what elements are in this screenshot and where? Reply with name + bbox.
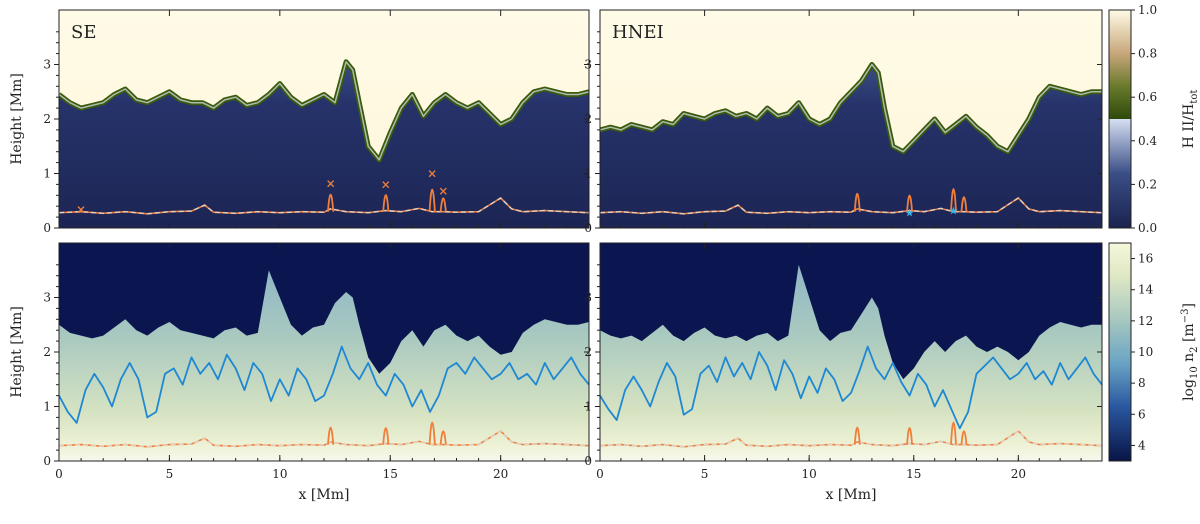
y-tick-label: 3 — [43, 58, 51, 72]
x-tick-label: 15 — [383, 467, 398, 481]
spike-4 — [439, 430, 447, 445]
colorbar-2: 4 6 8 10 12 14 16 log10 n2 [m−3] — [1108, 242, 1200, 462]
y-tick-label: 1 — [584, 400, 592, 414]
y-tick-label: 0 — [584, 221, 592, 235]
y-axis-title: Height [Mm] — [9, 73, 25, 165]
y-tick-label: 3 — [584, 58, 592, 72]
x-tick-label: 0 — [55, 467, 63, 481]
colorbar-gradient — [1108, 242, 1132, 462]
colorbar-tick-label: 0.0 — [1138, 221, 1157, 235]
colorbar-tick-label: 14 — [1138, 283, 1154, 297]
spike-3 — [950, 421, 957, 445]
colorbar-tick-label: 0.6 — [1138, 90, 1157, 104]
colorbar-label: log10 n2 [m−3] — [1180, 303, 1200, 401]
colorbar-tick-label: 0.4 — [1138, 134, 1157, 148]
y-tick-label: 0 — [43, 221, 51, 235]
spike-3 — [428, 188, 436, 212]
spike-1 — [327, 193, 335, 212]
x-axis-title: x [Mm] — [826, 487, 877, 503]
star-marker-1: ★ — [905, 207, 915, 220]
x-marker-1: × — [76, 202, 86, 216]
colorbar-tick-label: 0.2 — [1138, 177, 1157, 191]
panel-label: SE — [71, 22, 96, 43]
x-marker-2: × — [326, 176, 336, 190]
spike-2 — [906, 427, 913, 445]
x-marker-3: × — [381, 177, 391, 191]
colorbar-tick-label: 8 — [1138, 376, 1146, 390]
x-tick-label: 20 — [493, 467, 508, 481]
y-tick-label: 0 — [584, 454, 592, 468]
x-tick-label: 5 — [166, 467, 174, 481]
colorbar-tick-label: 4 — [1138, 438, 1146, 452]
x-tick-label: 5 — [701, 467, 709, 481]
spike-2 — [906, 194, 913, 212]
spike-4 — [960, 430, 968, 445]
y-tick-label: 2 — [43, 345, 51, 359]
colorbar-tick-label: 10 — [1138, 345, 1153, 359]
panel-field — [600, 243, 1102, 461]
colorbar-gradient — [1108, 9, 1132, 229]
lower-profile — [600, 429, 1102, 448]
lower-profile-dashed — [59, 430, 589, 448]
panel-4: 0 5 10 15 20 0 1 2 3 x [Mm] — [584, 242, 1103, 503]
x-tick-label: 15 — [906, 467, 921, 481]
spike-1 — [853, 426, 861, 445]
neutral-region — [600, 64, 1102, 228]
x-axis-title: x [Mm] — [299, 487, 350, 503]
colorbar-tick-label: 16 — [1138, 252, 1153, 266]
panel-label: HNEI — [612, 22, 664, 43]
colorbar-tick-label: 1.0 — [1138, 3, 1157, 17]
panel-field: ×× ××× — [59, 10, 589, 228]
panel-field — [59, 243, 589, 461]
spike-2 — [382, 427, 390, 445]
y-tick-label: 1 — [584, 167, 592, 181]
y-axis-title: Height [Mm] — [9, 306, 25, 398]
colorbar-tick-label: 6 — [1138, 407, 1146, 421]
spike-4 — [960, 196, 968, 212]
colorbar-label: H II/Htot — [1181, 90, 1200, 149]
ionization-front-edge — [600, 63, 1102, 153]
y-tick-label: 2 — [584, 345, 592, 359]
star-marker-2: ★ — [949, 205, 959, 218]
lower-profile — [600, 196, 1102, 215]
x-tick-label: 10 — [272, 467, 287, 481]
colorbar-tick-label: 12 — [1138, 314, 1153, 328]
panel-field: ★ ★ — [600, 10, 1102, 228]
spike-4 — [439, 197, 447, 212]
contour-line — [600, 345, 1102, 430]
x-marker-4: × — [427, 167, 437, 181]
colorbar-tick-label: 0.8 — [1138, 47, 1157, 61]
x-marker-5: × — [438, 184, 448, 198]
y-tick-label: 2 — [584, 112, 592, 126]
y-tick-label: 3 — [584, 291, 592, 305]
x-tick-label: 0 — [596, 467, 604, 481]
y-tick-label: 2 — [43, 112, 51, 126]
y-tick-label: 3 — [43, 291, 51, 305]
y-tick-label: 0 — [43, 454, 51, 468]
x-tick-label: 20 — [1011, 467, 1026, 481]
spike-3 — [950, 188, 957, 212]
contour-line — [59, 345, 589, 424]
ionization-front-edge — [59, 61, 589, 161]
spike-1 — [327, 426, 335, 445]
spike-3 — [428, 421, 436, 445]
x-tick-label: 10 — [802, 467, 817, 481]
colorbar-1: 0.0 0.2 0.4 0.6 0.8 1.0 H II/Htot — [1108, 3, 1200, 235]
spike-1 — [853, 192, 861, 212]
lower-profile-dashed — [59, 197, 589, 215]
y-tick-label: 1 — [43, 167, 51, 181]
spike-2 — [382, 194, 390, 212]
dense-region — [600, 264, 1102, 461]
y-tick-label: 1 — [43, 400, 51, 414]
dense-region — [59, 270, 589, 461]
